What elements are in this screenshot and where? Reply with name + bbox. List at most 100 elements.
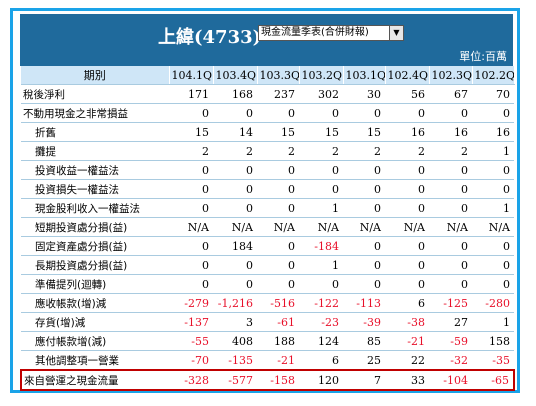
table-cell: 1	[472, 141, 514, 161]
table-cell: 0	[169, 198, 213, 218]
table-cell: 0	[257, 103, 299, 123]
table-row: 投資損失一權益法 0 0 0 0 0 0 0 0	[21, 179, 514, 199]
table-cell: -65	[472, 369, 515, 391]
table-cell: 0	[429, 179, 472, 199]
chevron-down-icon[interactable]: ▼	[389, 26, 403, 40]
table-cell: 1	[299, 198, 343, 218]
report-type-select[interactable]: 現金流量季表(合併財報) ▼	[258, 25, 404, 41]
table-cell: 0	[385, 255, 429, 275]
table-cell: 0	[385, 160, 429, 180]
table-cell: -280	[472, 293, 514, 313]
row-label: 固定資產處分損(益)	[21, 236, 169, 256]
table-cell: 0	[299, 179, 343, 199]
table-row: 準備提列(迴轉) 0 0 0 0 0 0 0 0	[21, 274, 514, 294]
table-cell: 33	[385, 369, 429, 391]
table-cell: 0	[472, 103, 514, 123]
column-header: 103.3Q	[257, 66, 300, 85]
table-cell: 0	[429, 236, 472, 256]
row-label: 其他調整項一營業	[21, 350, 169, 371]
table-cell: 15	[257, 122, 299, 142]
table-cell: N/A	[429, 217, 472, 237]
table-cell: 171	[169, 84, 213, 104]
table-cell: 16	[385, 122, 429, 142]
table-cell: 168	[213, 84, 257, 104]
table-cell: 1	[472, 198, 514, 218]
table-cell: 302	[299, 84, 343, 104]
table-cell: 0	[472, 179, 514, 199]
table-cell: 85	[343, 331, 385, 351]
row-label: 現金股利收入一權益法	[21, 198, 169, 218]
table-cell: -23	[299, 312, 343, 332]
table-cell: 184	[213, 236, 257, 256]
table-cell: N/A	[213, 217, 257, 237]
table-cell: 2	[169, 141, 213, 161]
table-cell: 0	[257, 179, 299, 199]
table-cell: N/A	[169, 217, 213, 237]
table-cell: 0	[385, 236, 429, 256]
table-row: 短期投資處分損(益) N/A N/A N/A N/A N/A N/A N/A N/A	[21, 217, 514, 237]
table-cell: -137	[169, 312, 213, 332]
table-row: 應付帳款增(減) -55 408 188 124 85 -21 -59 158	[21, 331, 514, 351]
table-cell: -59	[429, 331, 472, 351]
table-cell: 0	[385, 274, 429, 294]
table-cell: -122	[299, 293, 343, 313]
row-label: 短期投資處分損(益)	[21, 217, 169, 237]
table-row: 投資收益一權益法 0 0 0 0 0 0 0 0	[21, 160, 514, 180]
page-title: 上緯(4733)	[158, 27, 262, 48]
table-cell: 16	[429, 122, 472, 142]
table-cell: 0	[429, 274, 472, 294]
table-cell: 0	[472, 255, 514, 275]
table-cell: 15	[343, 122, 385, 142]
table-cell: -38	[385, 312, 429, 332]
table-cell: 22	[385, 350, 429, 371]
table-cell: 1	[299, 255, 343, 275]
table-row-operating-cashflow: 來自營運之現金流量 -328 -577 -158 120 7 33 -104 -65	[20, 369, 515, 391]
table-cell: 67	[429, 84, 472, 104]
table-cell: -70	[169, 350, 213, 371]
table-row: 不動用現金之非常損益 0 0 0 0 0 0 0 0	[21, 103, 514, 123]
table-cell: -158	[257, 369, 299, 391]
table-cell: 0	[257, 160, 299, 180]
cashflow-table: 期別 104.1Q 103.4Q 103.3Q 103.2Q 103.1Q 10…	[20, 66, 515, 391]
table-row: 折舊 15 14 15 15 15 16 16 16	[21, 122, 514, 142]
table-cell: 0	[385, 179, 429, 199]
table-cell: 0	[429, 160, 472, 180]
table-cell: -104	[429, 369, 472, 391]
table-cell: 7	[343, 369, 385, 391]
table-cell: N/A	[257, 217, 299, 237]
row-label: 應付帳款增(減)	[21, 331, 169, 351]
panel-header: 上緯(4733) 現金流量季表(合併財報) ▼ 單位:百萬	[20, 14, 513, 66]
table-cell: 0	[213, 179, 257, 199]
table-cell: 2	[429, 141, 472, 161]
row-label: 準備提列(迴轉)	[21, 274, 169, 294]
table-cell: -21	[257, 350, 299, 371]
table-row: 長期投資處分損(益) 0 0 0 1 0 0 0 0	[21, 255, 514, 275]
table-cell: 0	[472, 160, 514, 180]
table-cell: 1	[472, 312, 514, 332]
table-cell: 0	[169, 103, 213, 123]
table-cell: 0	[257, 236, 299, 256]
table-cell: -516	[257, 293, 299, 313]
row-label: 攤提	[21, 141, 169, 161]
table-cell: 0	[213, 160, 257, 180]
table-cell: 0	[257, 274, 299, 294]
table-cell: 6	[385, 293, 429, 313]
table-cell: 0	[299, 274, 343, 294]
table-row: 固定資產處分損(益) 0 184 0 -184 0 0 0 0	[21, 236, 514, 256]
table-cell: 70	[472, 84, 514, 104]
table-cell: 0	[213, 198, 257, 218]
table-cell: 2	[343, 141, 385, 161]
table-cell: 0	[257, 255, 299, 275]
table-cell: 0	[213, 274, 257, 294]
table-cell: 188	[257, 331, 299, 351]
column-header: 102.4Q	[385, 66, 430, 85]
table-cell: 0	[169, 255, 213, 275]
table-cell: 15	[169, 122, 213, 142]
row-label: 應收帳款(增)減	[21, 293, 169, 313]
table-cell: 0	[343, 198, 385, 218]
row-label: 長期投資處分損(益)	[21, 255, 169, 275]
table-cell: N/A	[385, 217, 429, 237]
table-cell: 0	[343, 255, 385, 275]
table-row: 現金股利收入一權益法 0 0 0 1 0 0 0 1	[21, 198, 514, 218]
table-cell: 0	[169, 160, 213, 180]
